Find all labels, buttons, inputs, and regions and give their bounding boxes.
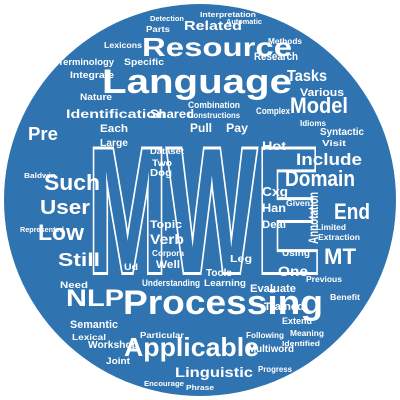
word-low: Low — [38, 220, 85, 245]
word-dataset: Dataset — [150, 147, 184, 156]
word-workshop: Workshop — [88, 340, 138, 351]
word-related: Related — [184, 18, 242, 33]
word-represented: Represented — [20, 227, 64, 234]
word-identification: Identification — [66, 107, 166, 121]
word-pull: Pull — [190, 121, 212, 135]
word-well: Well — [156, 259, 180, 271]
word-include: Include — [296, 150, 362, 169]
word-cxg: Cxg — [262, 184, 288, 199]
word-following: Following — [246, 331, 284, 340]
word-end: End — [334, 199, 370, 224]
word-given: Given — [286, 199, 310, 208]
word-extraction: Extraction — [318, 233, 360, 242]
word-tasks: Tasks — [287, 68, 327, 85]
word-previous: Previous — [306, 275, 343, 284]
word-still: Still — [58, 250, 100, 270]
word-evaluate: Evaluate — [250, 283, 296, 295]
word-trained: Trained — [264, 301, 304, 313]
word-user: User — [40, 197, 90, 219]
word-corpora: Corpora — [152, 249, 185, 258]
word-detection: Detection — [150, 16, 184, 23]
word-syntactic: Syntactic — [320, 127, 364, 138]
word-integrate: Integrate — [70, 70, 114, 80]
word-topic: Topic — [150, 219, 182, 231]
word-phrase: Phrase — [186, 385, 214, 392]
word-research: Research — [254, 51, 298, 63]
word-processing: Processing — [123, 284, 323, 322]
word-learning: Learning — [204, 278, 246, 288]
word-benefit: Benefit — [330, 293, 360, 302]
word-such: Such — [44, 170, 100, 195]
word-dog: Dog — [150, 168, 172, 179]
word-visit: Visit — [322, 139, 346, 148]
word-domain: Domain — [285, 166, 355, 191]
word-pay: Pay — [226, 121, 248, 135]
word-lexicons: Lexicons — [104, 41, 143, 50]
word-two: Two — [152, 158, 173, 168]
word-various: Various — [300, 87, 344, 99]
word-understanding: Understanding — [142, 278, 200, 288]
word-model: Model — [290, 93, 348, 118]
word-applicable: Applicable — [124, 332, 259, 362]
word-one: One — [278, 263, 308, 279]
word-progress: Progress — [258, 365, 293, 374]
word-joint: Joint — [106, 356, 130, 366]
word-terminology: Terminology — [58, 57, 114, 67]
word-specific: Specific — [124, 57, 164, 67]
word-linguistic: Linguistic — [175, 364, 253, 380]
word-annotation: Annotation — [305, 192, 321, 244]
word-interpretation: Interpretation — [200, 12, 256, 19]
word-multiword: Multiword — [248, 344, 294, 355]
word-nature: Nature — [80, 92, 112, 102]
word-mt: MT — [324, 244, 357, 269]
word-shared: Shared — [150, 107, 194, 121]
word-need: Need — [60, 280, 88, 290]
word-pre: Pre — [28, 124, 58, 144]
word-particular: Particular — [140, 331, 184, 340]
word-meaning: Meaning — [290, 329, 324, 338]
word-leg: Leg — [230, 254, 252, 265]
word-baldwin: Baldwin — [24, 173, 56, 180]
word-identified: Identified — [282, 341, 320, 348]
word-tools: Tools — [206, 268, 232, 279]
word-extend: Extend — [282, 316, 312, 326]
word-automatic: Automatic — [226, 19, 262, 26]
word-idioms: Idioms — [300, 119, 327, 128]
word-han: Han — [262, 201, 286, 215]
word-hot: Hot — [262, 139, 286, 153]
word-mwe: MWE — [88, 111, 320, 310]
word-semantic: Semantic — [70, 319, 118, 331]
word-large: Large — [100, 138, 128, 149]
word-lexical: Lexical — [72, 333, 106, 342]
word-encourage: Encourage — [144, 381, 184, 388]
word-deal: Deal — [262, 219, 286, 231]
word-nlp: NLP — [66, 285, 124, 312]
word-methods: Methods — [268, 37, 303, 46]
word-resource: Resource — [142, 32, 292, 62]
word-using: Using — [282, 248, 310, 258]
cloud-circle — [4, 4, 396, 396]
word-language: Language — [102, 63, 292, 101]
word-combination: Combination — [188, 100, 240, 110]
word-parts: Parts — [146, 25, 171, 34]
word-each: Each — [100, 123, 128, 135]
word-limited: Limited — [316, 223, 346, 232]
word-constructions: Constructions — [188, 111, 241, 120]
word-complex: Complex — [256, 106, 290, 116]
word-mwe-outline: MWE — [88, 111, 320, 310]
word-verb: Verb — [150, 231, 184, 247]
word-ud: Ud — [124, 262, 138, 272]
